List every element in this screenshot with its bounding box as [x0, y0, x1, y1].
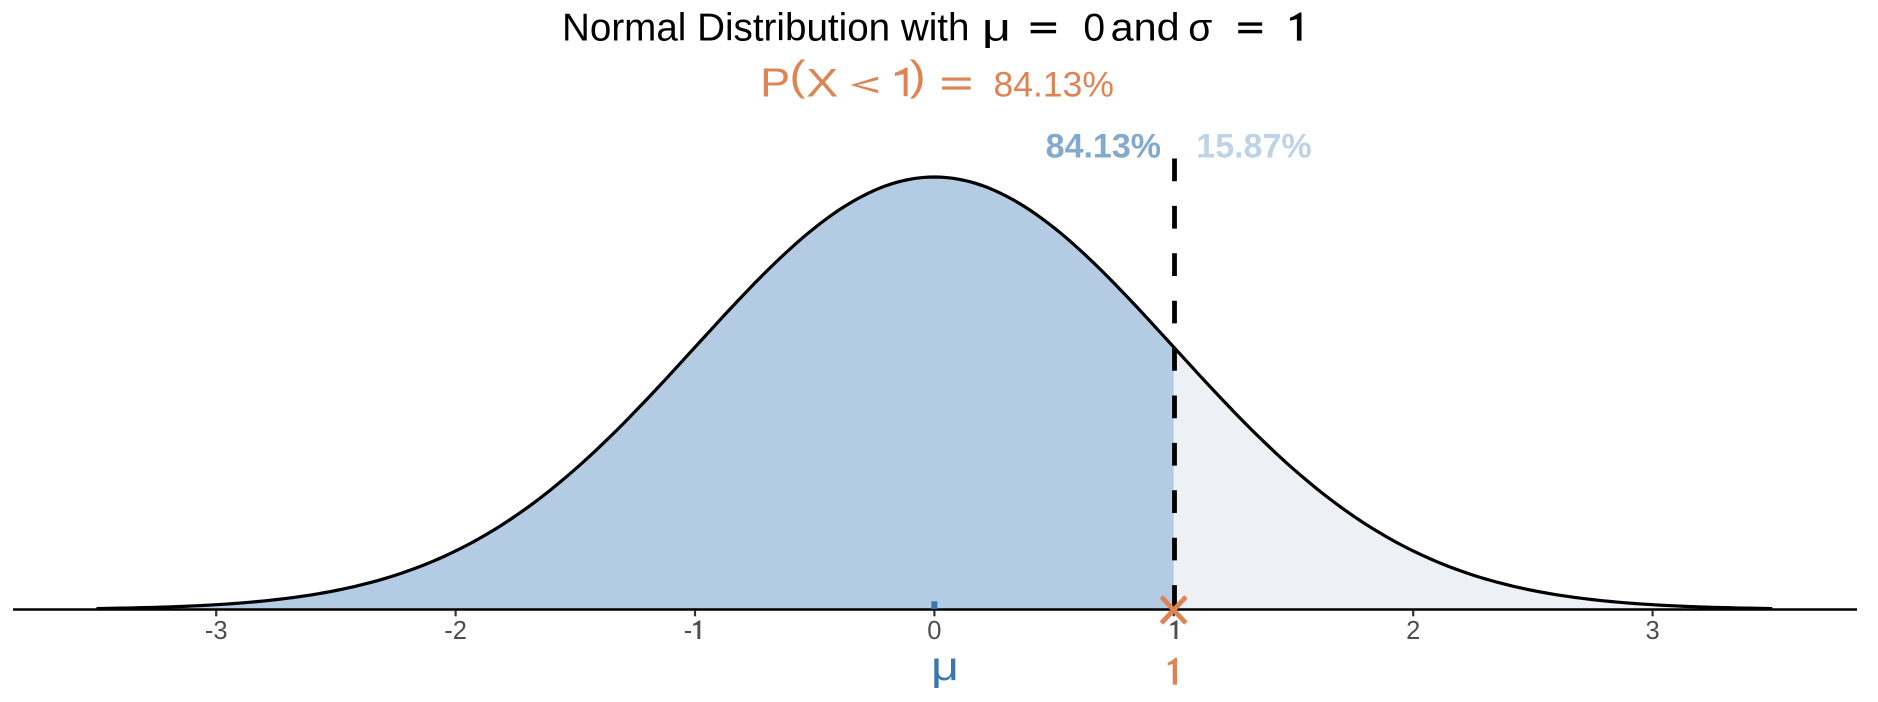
- svg-text:μ: μ: [931, 643, 959, 689]
- svg-text:and: and: [1111, 7, 1180, 50]
- svg-text:P: P: [760, 59, 790, 105]
- svg-text:3: 3: [1646, 617, 1660, 645]
- svg-text:0: 0: [927, 617, 941, 645]
- svg-text:15.87%: 15.87%: [1196, 128, 1311, 166]
- svg-text:(: (: [790, 52, 806, 99]
- svg-text:Normal Distribution with: Normal Distribution with: [562, 7, 970, 50]
- svg-text:-: -: [684, 617, 693, 645]
- svg-text:-3: -3: [205, 617, 228, 645]
- svg-text:84.13%: 84.13%: [1046, 128, 1161, 166]
- svg-text:σ: σ: [1188, 7, 1212, 50]
- svg-text:0: 0: [1083, 7, 1105, 50]
- svg-text:2: 2: [1406, 617, 1420, 645]
- svg-text:84.13%: 84.13%: [994, 64, 1114, 104]
- svg-text:X: X: [806, 61, 838, 105]
- svg-text:-2: -2: [444, 617, 467, 645]
- svg-text:): ): [910, 52, 926, 99]
- svg-text:μ: μ: [982, 7, 1011, 50]
